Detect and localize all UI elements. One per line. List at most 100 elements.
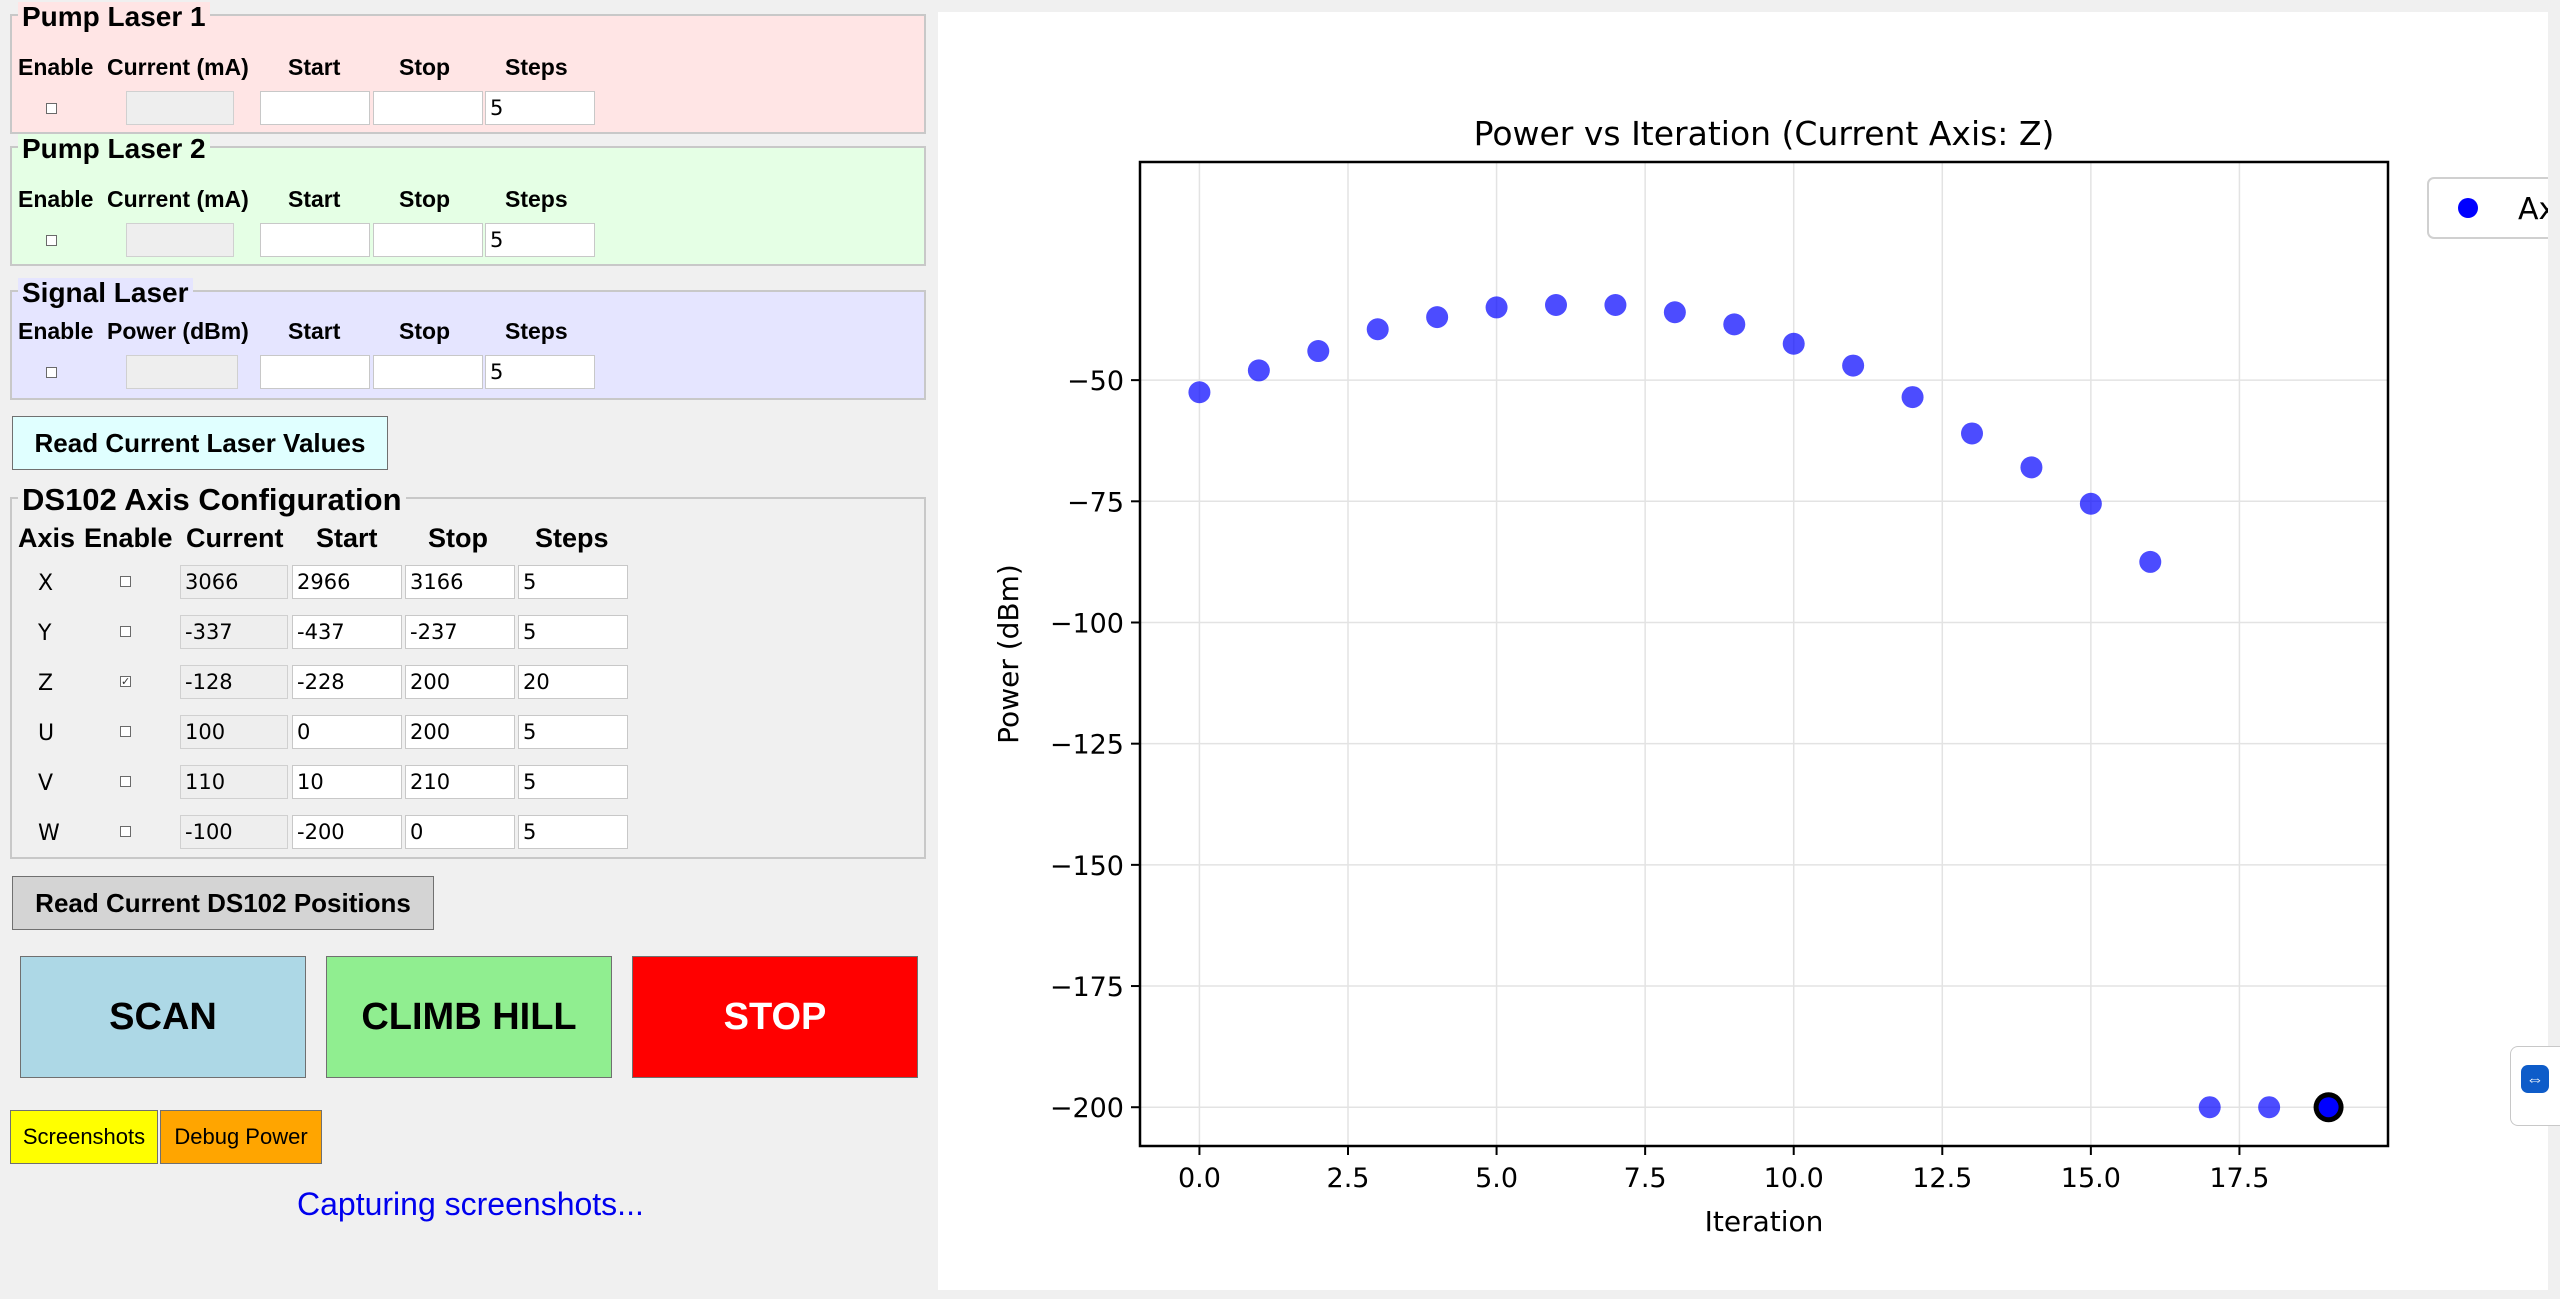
data-point: [1604, 293, 1627, 316]
debug-power-button[interactable]: Debug Power: [160, 1110, 322, 1164]
axis-enable-checkbox[interactable]: [120, 826, 131, 837]
axis-stop-field[interactable]: 3166: [405, 565, 515, 599]
axis-enable-checkbox[interactable]: [120, 626, 131, 637]
header-start: Start: [288, 186, 341, 212]
axis-stop-field[interactable]: 210: [405, 765, 515, 799]
axis-start-field[interactable]: -437: [292, 615, 402, 649]
x-tick-label: 5.0: [1475, 1163, 1518, 1194]
header-start: Start: [288, 54, 341, 80]
header-enable: Enable: [84, 523, 173, 553]
data-point: [1663, 301, 1686, 324]
stop-field[interactable]: [373, 91, 483, 125]
enable-checkbox[interactable]: [46, 235, 57, 246]
teamviewer-icon: ⇔: [2521, 1065, 2549, 1093]
data-point: [1307, 340, 1330, 363]
axis-current-field: 100: [180, 715, 288, 749]
x-axis-ticks: 0.0 2.5 5.0 7.5 10.0 12.5 15.0 17.5: [1178, 1146, 2269, 1194]
legend-marker: [2458, 198, 2478, 218]
axis-start-field[interactable]: -200: [292, 815, 402, 849]
ds102-axis-group: DS102 Axis Configuration Axis Enable Cur…: [10, 484, 926, 859]
side-tab[interactable]: ⇔: [2510, 1046, 2560, 1126]
header-steps: Steps: [535, 523, 609, 553]
read-laser-values-button[interactable]: Read Current Laser Values: [12, 416, 388, 470]
header-steps: Steps: [505, 186, 568, 212]
data-point: [1426, 306, 1449, 329]
pump-laser-2-group: Pump Laser 2 Enable Current (mA) Start S…: [10, 134, 926, 266]
group-title: DS102 Axis Configuration: [18, 484, 406, 515]
plot-area-frame: [1138, 160, 2390, 1148]
axis-enable-checkbox[interactable]: [120, 726, 131, 737]
axis-start-field[interactable]: 10: [292, 765, 402, 799]
stop-field[interactable]: [373, 223, 483, 257]
start-field[interactable]: [260, 355, 370, 389]
axis-steps-field[interactable]: 5: [518, 565, 628, 599]
data-point: [1723, 313, 1746, 336]
axis-start-field[interactable]: -228: [292, 665, 402, 699]
steps-field[interactable]: 5: [485, 355, 595, 389]
x-tick-label: 15.0: [2061, 1163, 2121, 1194]
axis-steps-field[interactable]: 5: [518, 815, 628, 849]
axis-steps-field[interactable]: 20: [518, 665, 628, 699]
stop-button[interactable]: STOP: [632, 956, 918, 1078]
power-vs-iteration-chart: Power vs Iteration (Current Axis: Z) 0.0…: [992, 114, 2560, 1238]
data-series: [1188, 293, 2344, 1123]
axis-stop-field[interactable]: -237: [405, 615, 515, 649]
header-stop: Stop: [428, 523, 488, 553]
data-point: [2198, 1096, 2221, 1119]
data-point: [1842, 354, 1865, 377]
y-tick-label: −100: [1050, 608, 1124, 639]
steps-field[interactable]: 5: [485, 223, 595, 257]
read-ds102-positions-button[interactable]: Read Current DS102 Positions: [12, 876, 434, 930]
axis-current-field: -100: [180, 815, 288, 849]
header-steps: Steps: [505, 54, 568, 80]
legend-label: Ax: [2518, 192, 2548, 227]
axis-start-field[interactable]: 0: [292, 715, 402, 749]
x-axis-label: Iteration: [1705, 1205, 1824, 1238]
data-point: [2079, 492, 2102, 515]
axis-label: V: [38, 771, 54, 796]
start-field[interactable]: [260, 91, 370, 125]
axis-steps-field[interactable]: 5: [518, 615, 628, 649]
legend-box: [2427, 177, 2560, 239]
axis-stop-field[interactable]: 200: [405, 715, 515, 749]
axis-stop-field[interactable]: 0: [405, 815, 515, 849]
axis-current-field: -128: [180, 665, 288, 699]
header-stop: Stop: [399, 54, 451, 80]
enable-checkbox[interactable]: [46, 367, 57, 378]
axis-current-field: 110: [180, 765, 288, 799]
y-axis-ticks: −50 −75 −100 −125 −150 −175 −200: [1050, 366, 1140, 1124]
axis-label: X: [38, 571, 54, 596]
data-point: [1247, 359, 1270, 382]
axis-start-field[interactable]: 2966: [292, 565, 402, 599]
scan-button[interactable]: SCAN: [20, 956, 306, 1078]
axis-enable-checkbox[interactable]: [120, 776, 131, 787]
x-tick-label: 7.5: [1624, 1163, 1667, 1194]
status-label: Capturing screenshots...: [297, 1186, 644, 1222]
axis-enable-checkbox[interactable]: ✓: [120, 676, 131, 688]
enable-checkbox[interactable]: [46, 103, 57, 114]
data-point: [2258, 1096, 2281, 1119]
header-power: Power (dBm): [107, 318, 249, 344]
stop-field[interactable]: [373, 355, 483, 389]
screenshots-button[interactable]: Screenshots: [10, 1110, 158, 1164]
axis-steps-field[interactable]: 5: [518, 715, 628, 749]
data-point: [1366, 318, 1389, 341]
header-steps: Steps: [505, 318, 568, 344]
axis-enable-checkbox[interactable]: [120, 576, 131, 587]
x-tick-label: 0.0: [1178, 1163, 1221, 1194]
axis-steps-field[interactable]: 5: [518, 765, 628, 799]
data-point: [1545, 293, 1567, 316]
axis-stop-field[interactable]: 200: [405, 665, 515, 699]
start-field[interactable]: [260, 223, 370, 257]
header-stop: Stop: [399, 186, 451, 212]
steps-field[interactable]: 5: [485, 91, 595, 125]
y-tick-label: −75: [1067, 487, 1124, 518]
plot-panel: Power vs Iteration (Current Axis: Z) 0.0…: [938, 12, 2560, 1290]
y-tick-label: −150: [1050, 851, 1124, 882]
group-title: Signal Laser: [18, 278, 193, 308]
climb-hill-button[interactable]: CLIMB HILL: [326, 956, 612, 1078]
data-point: [1485, 296, 1508, 319]
axis-current-field: 3066: [180, 565, 288, 599]
y-tick-label: −175: [1050, 972, 1124, 1003]
